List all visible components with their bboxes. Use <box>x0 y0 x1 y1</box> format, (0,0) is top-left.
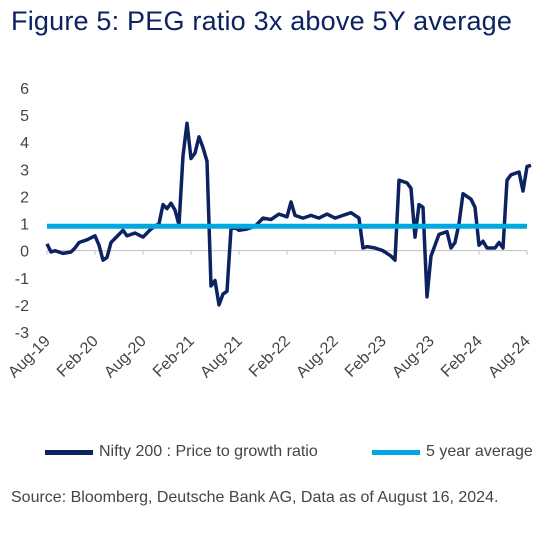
source-note: Source: Bloomberg, Deutsche Bank AG, Dat… <box>11 489 499 506</box>
x-tick-label: Aug-20 <box>101 333 150 382</box>
legend-item-nifty: Nifty 200 : Price to growth ratio <box>45 443 318 461</box>
series-line-nifty-200 <box>45 121 532 307</box>
legend-swatch-nifty <box>45 449 93 455</box>
x-tick-label: Feb-21 <box>150 333 198 381</box>
x-tick-label: Feb-22 <box>246 333 294 381</box>
x-tick-label: Feb-23 <box>342 333 390 381</box>
y-tick-label: 1 <box>20 217 29 234</box>
legend-item-average: 5 year average <box>372 443 533 461</box>
legend-label-nifty: Nifty 200 : Price to growth ratio <box>99 443 318 460</box>
x-tick-label: Feb-24 <box>438 333 486 381</box>
y-tick-label: 4 <box>20 135 29 152</box>
y-tick-label: -3 <box>15 325 29 342</box>
x-tick-label: Aug-22 <box>293 333 342 382</box>
x-tick-label: Aug-19 <box>5 333 54 382</box>
y-tick-label: 6 <box>20 81 29 98</box>
x-tick-label: Aug-21 <box>197 333 246 382</box>
y-tick-label: -1 <box>15 271 29 288</box>
y-tick-label: 5 <box>20 108 29 125</box>
x-tick-label: Feb-20 <box>54 333 102 381</box>
chart-legend: Nifty 200 : Price to growth ratio 5 year… <box>0 443 558 465</box>
y-tick-label: 3 <box>20 162 29 179</box>
y-tick-label: 2 <box>20 189 29 206</box>
x-tick-label: Aug-24 <box>485 333 534 382</box>
x-tick-label: Aug-23 <box>389 333 438 382</box>
chart-title: Figure 5: PEG ratio 3x above 5Y average <box>11 6 513 36</box>
legend-swatch-average <box>372 449 420 455</box>
y-tick-label: 0 <box>20 244 29 261</box>
legend-label-average: 5 year average <box>426 443 533 460</box>
y-tick-label: -2 <box>15 298 29 315</box>
